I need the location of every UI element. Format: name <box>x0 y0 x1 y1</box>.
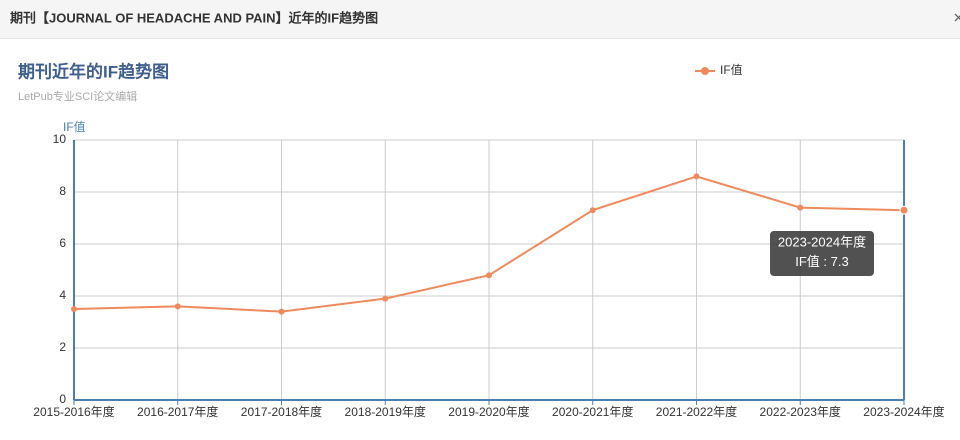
x-tick-label: 2018-2019年度 <box>345 404 426 419</box>
tooltip-series-name: IF值 <box>795 254 820 269</box>
header-bar <box>0 0 960 38</box>
x-tick-label: 2022-2023年度 <box>760 404 841 419</box>
tooltip-box <box>770 231 874 276</box>
tooltip-category: 2023-2024年度 <box>778 234 866 249</box>
y-tick-label: 6 <box>59 236 66 250</box>
data-point <box>382 295 389 302</box>
close-button[interactable] <box>954 13 960 22</box>
tooltip-value: IF值 : 7.3 <box>795 254 848 269</box>
data-point <box>71 306 77 312</box>
data-point <box>797 204 804 211</box>
data-point <box>899 205 909 215</box>
chart-title: 期刊近年的IF趋势图 <box>18 61 169 81</box>
y-tick-label: 2 <box>59 340 66 354</box>
x-tick-label: 2021-2022年度 <box>656 404 737 419</box>
x-tick-label: 2017-2018年度 <box>241 404 322 419</box>
legend-marker <box>701 67 709 75</box>
y-tick-label: 0 <box>59 392 66 406</box>
y-tick-label: 4 <box>59 288 66 302</box>
data-point <box>174 303 181 310</box>
data-point <box>486 272 492 279</box>
x-tick-label: 2016-2017年度 <box>137 404 218 419</box>
y-tick-label: 10 <box>53 132 67 146</box>
x-tick-label: 2015-2016年度 <box>33 404 114 419</box>
x-tick-label: 2023-2024年度 <box>863 404 944 419</box>
x-tick-label: 2019-2020年度 <box>448 404 529 419</box>
tooltip-number: 7.3 <box>831 254 849 269</box>
y-axis-title: IF值 <box>63 119 86 134</box>
header-title: 期刊【JOURNAL OF HEADACHE AND PAIN】近年的IF趋势图 <box>10 10 378 25</box>
data-point <box>589 207 596 214</box>
x-tick-label: 2020-2021年度 <box>552 404 633 419</box>
data-point <box>278 308 285 315</box>
y-tick-label: 8 <box>59 184 66 198</box>
legend-label: IF值 <box>720 62 743 77</box>
tooltip: 2023-2024年度 IF值 : 7.3 <box>770 231 874 276</box>
data-point <box>693 173 700 180</box>
chart-subtitle: LetPub专业SCI论文编辑 <box>18 89 137 103</box>
